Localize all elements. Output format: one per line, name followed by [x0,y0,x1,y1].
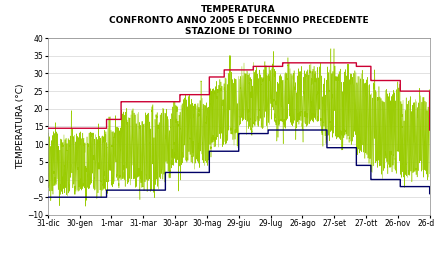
Y-axis label: TEMPERATURA (°C): TEMPERATURA (°C) [16,84,25,169]
Title: TEMPERATURA
CONFRONTO ANNO 2005 E DECENNIO PRECEDENTE
STAZIONE DI TORINO: TEMPERATURA CONFRONTO ANNO 2005 E DECENN… [109,5,368,36]
